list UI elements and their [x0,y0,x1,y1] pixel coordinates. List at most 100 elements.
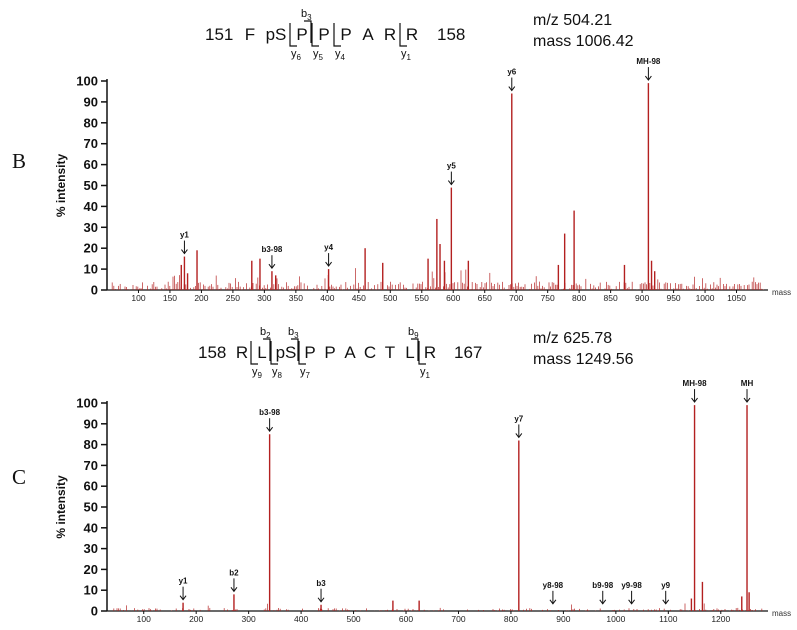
sequence-residue: P [296,25,307,44]
b-ion-letter: b [408,326,414,338]
peak-annotation-label: y9-98 [621,581,642,590]
x-tick-label: 600 [446,293,460,303]
mass-value-c: mass 1249.56 [533,351,634,368]
sequence-residue: P [340,25,351,44]
y-tick-label: 50 [84,178,98,193]
sequence-start-number: 151 [205,25,233,44]
annotation-arrowhead [662,599,670,605]
x-tick-label: 700 [509,293,523,303]
sequence-residue: R [236,343,248,362]
b-ion-label: b3 [288,326,299,340]
sequence-residue: P [318,25,329,44]
b-ion-index: 3 [294,331,299,340]
x-tick-label: 650 [478,293,492,303]
b-ion-label: b2 [260,326,271,340]
x-tick-label: 850 [604,293,618,303]
sequence-residue: R [424,343,436,362]
y-ion-bracket [399,23,407,47]
y-ion-bracket [418,341,426,365]
spectrum-chart-b: % intensity 0 10 20 30 40 50 60 70 80 90 100 100 150 2… [54,57,791,303]
sequence-end-number: 158 [437,25,465,44]
peak-annotation-label: b2 [229,568,239,577]
x-tick-label: 800 [504,614,518,624]
y-ion-label: y8 [272,366,283,380]
y-tick-label: 20 [84,562,98,577]
x-tick-label: 100 [131,293,145,303]
sequence-residue: pS [276,343,297,362]
spectrum-chart-c: % intensity 0 10 20 30 40 50 60 70 80 90 100 100 200 3… [54,379,791,624]
peak-annotation-label: y5 [447,162,456,171]
sequence-end-number: 167 [454,343,482,362]
x-tick-label: 900 [635,293,649,303]
y-ion-label: y7 [300,366,311,380]
annotation-arrowhead [743,397,751,403]
y-ion-label: y1 [420,366,431,380]
y-ion-label: y6 [291,48,302,62]
x-tick-label: 900 [556,614,570,624]
x-axis-label: mass [772,288,791,297]
b-ion-index: 9 [414,331,419,340]
y-tick-label: 20 [84,241,98,256]
x-tick-label: 150 [163,293,177,303]
sequence-residue: C [364,343,376,362]
y-ion-bracket [311,23,319,47]
annotation-arrowhead [181,249,188,255]
y-ion-letter: y [335,48,341,60]
sequence-residue: A [362,25,374,44]
sequence-residue: R [406,25,418,44]
x-tick-label: 450 [352,293,366,303]
x-tick-label: 250 [226,293,240,303]
y-axis-label: % intensity [54,154,68,218]
b-ion-letter: b [288,326,294,338]
sequence-residue: P [304,343,315,362]
y-tick-label: 70 [84,458,98,473]
annotation-arrowhead [268,263,276,270]
x-tick-label: 100 [137,614,151,624]
b-ion-bracket [291,338,299,361]
y-axis-label: % intensity [54,475,68,539]
peak-annotation-label: b3-98 [261,245,282,254]
sequence-start-number: 158 [198,343,226,362]
x-tick-label: 200 [189,614,203,624]
peak-annotation-label: b9-98 [592,581,613,590]
y-ion-letter: y [420,366,426,378]
x-tick-label: 1200 [711,614,730,624]
annotation-arrowhead [691,397,698,403]
y-tick-label: 0 [91,283,98,298]
annotation-arrowhead [266,426,274,433]
peak-annotation-label: y4 [324,243,333,252]
x-tick-label: 400 [320,293,334,303]
x-tick-label: 700 [451,614,465,624]
b-ion-index: 3 [307,13,312,22]
sequence-residue: T [385,343,395,362]
peak-annotation-label: y8-98 [543,581,564,590]
x-tick-label: 300 [257,293,271,303]
y-ion-bracket [333,23,341,47]
y-ion-letter: y [272,366,278,378]
peak-annotation-label: MH [741,379,754,388]
x-tick-label: 300 [242,614,256,624]
y-ion-letter: y [252,366,258,378]
annotation-arrowhead [628,599,636,605]
noise-floor [113,603,763,611]
annotation-arrowhead [317,597,325,603]
y-ion-index: 7 [306,371,311,380]
annotation-arrowhead [230,587,238,593]
mass-value-b: mass 1006.42 [533,33,634,50]
peak-annotation-label: y7 [514,414,523,423]
peak-annotation-label: MH-98 [636,57,661,66]
x-tick-label: 750 [541,293,555,303]
y-ion-label: y5 [313,48,324,62]
y-ion-bracket [289,23,297,47]
peak-annotation-label: MH-98 [683,379,708,388]
panel-letter-c: C [12,465,26,489]
x-axis-label: mass [772,609,791,618]
b-ion-letter: b [301,8,307,20]
sequence-residue: R [384,25,396,44]
annotation-arrowhead [447,180,455,186]
x-tick-label: 1050 [727,293,746,303]
x-tick-label: 400 [294,614,308,624]
